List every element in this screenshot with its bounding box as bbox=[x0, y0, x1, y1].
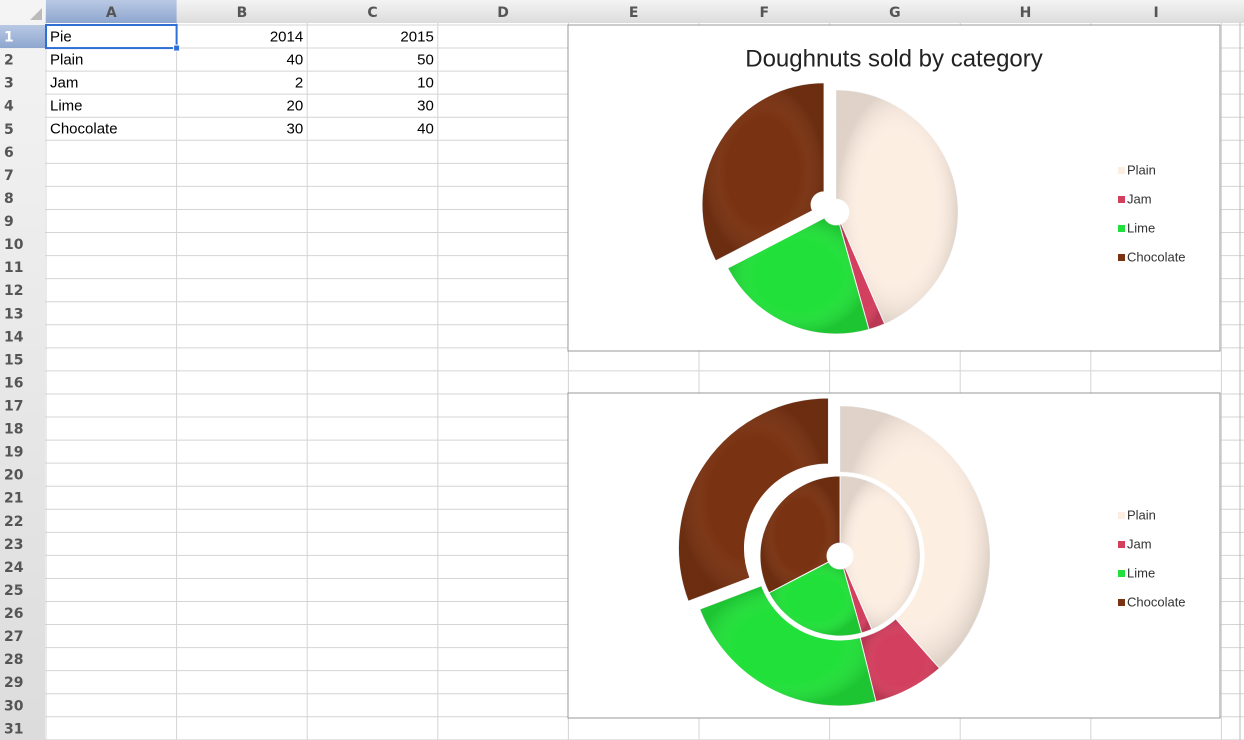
column-header[interactable]: F bbox=[760, 5, 770, 21]
select-all-corner bbox=[30, 8, 42, 20]
row-header[interactable]: 12 bbox=[4, 283, 23, 299]
row-header[interactable]: 22 bbox=[4, 514, 23, 530]
row-header[interactable]: 30 bbox=[4, 698, 24, 714]
row-header[interactable]: 19 bbox=[4, 445, 23, 461]
row-header[interactable]: 28 bbox=[4, 652, 23, 668]
row-header[interactable]: 11 bbox=[4, 260, 23, 276]
slice-shade bbox=[760, 476, 840, 593]
legend-label: Plain bbox=[1127, 507, 1156, 522]
column-header[interactable]: C bbox=[367, 5, 377, 21]
slice-shade bbox=[727, 217, 869, 335]
row-header[interactable]: 18 bbox=[4, 422, 23, 438]
cell[interactable]: Plain bbox=[50, 52, 83, 69]
slice-shade bbox=[702, 82, 825, 261]
slice-shade bbox=[699, 585, 876, 707]
legend-label: Jam bbox=[1127, 536, 1152, 551]
cell[interactable]: 2014 bbox=[270, 28, 303, 45]
column-header[interactable]: D bbox=[497, 5, 509, 21]
row-header[interactable]: 4 bbox=[4, 99, 14, 115]
column-header[interactable]: G bbox=[889, 5, 901, 21]
legend-swatch bbox=[1118, 254, 1125, 261]
slice-shade bbox=[678, 398, 829, 602]
cell[interactable]: 20 bbox=[287, 98, 304, 115]
row-header[interactable]: 26 bbox=[4, 606, 23, 622]
cell[interactable]: 50 bbox=[417, 52, 434, 69]
legend-swatch bbox=[1118, 570, 1125, 577]
slice-shade bbox=[840, 406, 990, 669]
column-header[interactable]: H bbox=[1020, 5, 1032, 21]
row-header[interactable]: 24 bbox=[4, 560, 24, 576]
legend-label: Lime bbox=[1127, 565, 1155, 580]
row-header[interactable]: 1 bbox=[4, 30, 14, 46]
row-header[interactable]: 16 bbox=[4, 375, 23, 391]
cells: Pie 2014 2015 Plain 40 50 Jam 2 10 Lime 20 30 Chocol… bbox=[45, 24, 434, 138]
cell[interactable]: 40 bbox=[417, 121, 434, 138]
cell[interactable]: 40 bbox=[287, 52, 304, 69]
slice-shade bbox=[836, 90, 958, 324]
row-header-selected bbox=[0, 25, 45, 49]
legend-label: Chocolate bbox=[1127, 594, 1186, 609]
row-header[interactable]: 29 bbox=[4, 675, 23, 691]
chart: Doughnuts sold by category Plain Jam Lime Ch… bbox=[567, 24, 1221, 352]
cell[interactable]: Chocolate bbox=[50, 121, 118, 138]
slice-shade bbox=[840, 476, 920, 630]
row-header[interactable]: 21 bbox=[4, 491, 23, 507]
cell[interactable]: 30 bbox=[287, 121, 304, 138]
row-header[interactable]: 6 bbox=[4, 145, 14, 161]
row-header[interactable]: 13 bbox=[4, 306, 23, 322]
legend-swatch bbox=[1118, 225, 1125, 232]
legend-swatch bbox=[1118, 196, 1125, 203]
cell[interactable]: Pie bbox=[50, 28, 72, 45]
row-header[interactable]: 2 bbox=[4, 53, 14, 69]
legend-label: Lime bbox=[1127, 220, 1155, 235]
legend-label: Jam bbox=[1127, 191, 1152, 206]
row-header[interactable]: 7 bbox=[4, 168, 14, 184]
fill-handle bbox=[173, 44, 181, 52]
row-header[interactable]: 31 bbox=[4, 721, 23, 737]
legend-swatch bbox=[1118, 512, 1125, 519]
slice-shade bbox=[843, 567, 872, 634]
row-header[interactable]: 23 bbox=[4, 537, 23, 553]
legend-label: Plain bbox=[1127, 162, 1156, 177]
slice-shade bbox=[860, 618, 940, 702]
column-header-selected bbox=[46, 0, 177, 23]
column-header[interactable]: A bbox=[106, 5, 117, 21]
row-header[interactable]: 10 bbox=[4, 237, 24, 253]
chart: Plain Jam Lime Chocolate bbox=[567, 392, 1221, 719]
row-header-bar bbox=[0, 0, 45, 740]
row-header[interactable]: 27 bbox=[4, 629, 23, 645]
row-header[interactable]: 3 bbox=[4, 76, 14, 92]
column-header[interactable]: E bbox=[629, 5, 639, 21]
row-header[interactable]: 5 bbox=[4, 122, 14, 138]
column-header[interactable]: I bbox=[1153, 5, 1158, 21]
chart-title: Doughnuts sold by category bbox=[745, 45, 1043, 72]
slice-shade bbox=[768, 561, 862, 636]
cell[interactable]: 10 bbox=[417, 75, 434, 92]
cell[interactable]: 30 bbox=[417, 98, 434, 115]
row-header[interactable]: 9 bbox=[4, 214, 14, 230]
row-header[interactable]: 8 bbox=[4, 191, 14, 207]
row-header[interactable]: 14 bbox=[4, 329, 24, 345]
cell[interactable]: 2015 bbox=[400, 28, 433, 45]
cell[interactable]: Jam bbox=[50, 75, 78, 92]
slice-shade bbox=[839, 223, 885, 330]
legend-label: Chocolate bbox=[1127, 249, 1186, 264]
row-header[interactable]: 20 bbox=[4, 468, 24, 484]
legend-swatch bbox=[1118, 541, 1125, 548]
selected-cell bbox=[45, 24, 178, 50]
cell[interactable]: Lime bbox=[50, 98, 83, 115]
column-header-bar bbox=[0, 0, 1244, 23]
row-header[interactable]: 17 bbox=[4, 398, 23, 414]
charts: Doughnuts sold by category Plain Jam Lime Ch… bbox=[567, 24, 1221, 719]
legend-swatch bbox=[1118, 599, 1125, 606]
row-header[interactable]: 15 bbox=[4, 352, 23, 368]
cell[interactable]: 2 bbox=[295, 75, 303, 92]
legend-swatch bbox=[1118, 167, 1125, 174]
row-header[interactable]: 25 bbox=[4, 583, 23, 599]
column-header[interactable]: B bbox=[237, 5, 248, 21]
